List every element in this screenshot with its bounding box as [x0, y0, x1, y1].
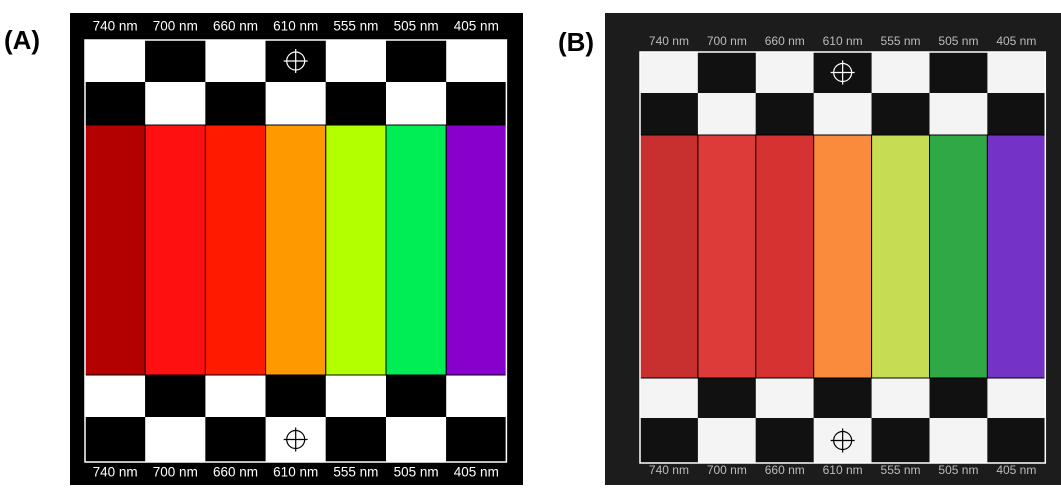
wavelength-label: 700 nm — [707, 463, 747, 477]
color-band — [205, 125, 265, 375]
color-band — [326, 125, 386, 375]
color-band — [814, 135, 872, 378]
checker-cell — [756, 93, 814, 135]
checker-cell — [145, 82, 205, 125]
color-band — [872, 135, 930, 378]
wavelength-label: 660 nm — [765, 463, 805, 477]
panel-label: (A) — [4, 25, 40, 55]
figure: (A) (B) 740 nm 740 nm 700 nm 700 nm 660 nm 66… — [0, 0, 1061, 485]
wavelength-label: 610 nm — [273, 19, 318, 34]
wavelength-label: 700 nm — [153, 465, 198, 480]
wavelength-label: 660 nm — [213, 465, 258, 480]
wavelength-label: 700 nm — [707, 34, 747, 48]
checker-cell — [814, 378, 872, 418]
checker-cell — [205, 40, 265, 82]
checker-cell — [205, 375, 265, 417]
checker-cell — [930, 418, 988, 463]
checker-cell — [326, 417, 386, 462]
checker-cell — [756, 378, 814, 418]
checker-cell — [386, 417, 446, 462]
color-band — [987, 135, 1045, 378]
checker-cell — [872, 378, 930, 418]
checker-cell — [930, 93, 988, 135]
checker-cell — [145, 40, 205, 82]
checker-cell — [930, 52, 988, 93]
color-band — [145, 125, 205, 375]
checker-cell — [872, 93, 930, 135]
checker-cell — [266, 375, 326, 417]
wavelength-label: 555 nm — [333, 465, 378, 480]
checker-cell — [872, 52, 930, 93]
color-band — [266, 125, 326, 375]
checker-cell — [205, 82, 265, 125]
checker-cell — [326, 375, 386, 417]
panel-label: (B) — [558, 27, 594, 57]
checker-cell — [85, 417, 145, 462]
wavelength-label: 505 nm — [938, 463, 978, 477]
checker-cell — [756, 418, 814, 463]
checker-cell — [85, 375, 145, 417]
wavelength-label: 740 nm — [93, 19, 138, 34]
checker-cell — [145, 375, 205, 417]
checker-cell — [698, 93, 756, 135]
checker-cell — [446, 375, 506, 417]
wavelength-label: 610 nm — [823, 463, 863, 477]
checker-cell — [987, 378, 1045, 418]
checker-cell — [326, 82, 386, 125]
color-band — [640, 135, 698, 378]
checker-cell — [814, 93, 872, 135]
wavelength-label: 660 nm — [765, 34, 805, 48]
checker-cell — [640, 52, 698, 93]
checker-cell — [640, 378, 698, 418]
wavelength-label: 610 nm — [823, 34, 863, 48]
color-band — [85, 125, 145, 375]
checker-cell — [85, 40, 145, 82]
checker-cell — [698, 52, 756, 93]
wavelength-label: 505 nm — [394, 465, 439, 480]
wavelength-label: 555 nm — [881, 463, 921, 477]
color-band — [698, 135, 756, 378]
checker-cell — [326, 40, 386, 82]
wavelength-label: 610 nm — [273, 465, 318, 480]
checker-cell — [987, 93, 1045, 135]
wavelength-label: 405 nm — [454, 19, 499, 34]
checker-cell — [386, 82, 446, 125]
checker-cell — [756, 52, 814, 93]
checker-cell — [145, 417, 205, 462]
checker-cell — [386, 375, 446, 417]
wavelength-label: 660 nm — [213, 19, 258, 34]
checker-cell — [446, 417, 506, 462]
color-band — [386, 125, 446, 375]
checker-cell — [640, 93, 698, 135]
checker-cell — [446, 40, 506, 82]
wavelength-label: 555 nm — [881, 34, 921, 48]
checker-cell — [386, 40, 446, 82]
checker-cell — [872, 418, 930, 463]
wavelength-label: 740 nm — [649, 34, 689, 48]
checker-cell — [930, 378, 988, 418]
checker-cell — [698, 418, 756, 463]
wavelength-label: 505 nm — [938, 34, 978, 48]
checker-cell — [205, 417, 265, 462]
color-band — [756, 135, 814, 378]
wavelength-label: 405 nm — [454, 465, 499, 480]
color-band — [446, 125, 506, 375]
wavelength-label: 700 nm — [153, 19, 198, 34]
wavelength-label: 740 nm — [649, 463, 689, 477]
wavelength-label: 555 nm — [333, 19, 378, 34]
checker-cell — [987, 418, 1045, 463]
checker-cell — [698, 378, 756, 418]
color-band — [930, 135, 988, 378]
checker-cell — [987, 52, 1045, 93]
checker-cell — [266, 82, 326, 125]
wavelength-label: 405 nm — [996, 34, 1036, 48]
checker-cell — [640, 418, 698, 463]
checker-cell — [85, 82, 145, 125]
wavelength-label: 740 nm — [93, 465, 138, 480]
checker-cell — [446, 82, 506, 125]
wavelength-label: 505 nm — [394, 19, 439, 34]
wavelength-label: 405 nm — [996, 463, 1036, 477]
